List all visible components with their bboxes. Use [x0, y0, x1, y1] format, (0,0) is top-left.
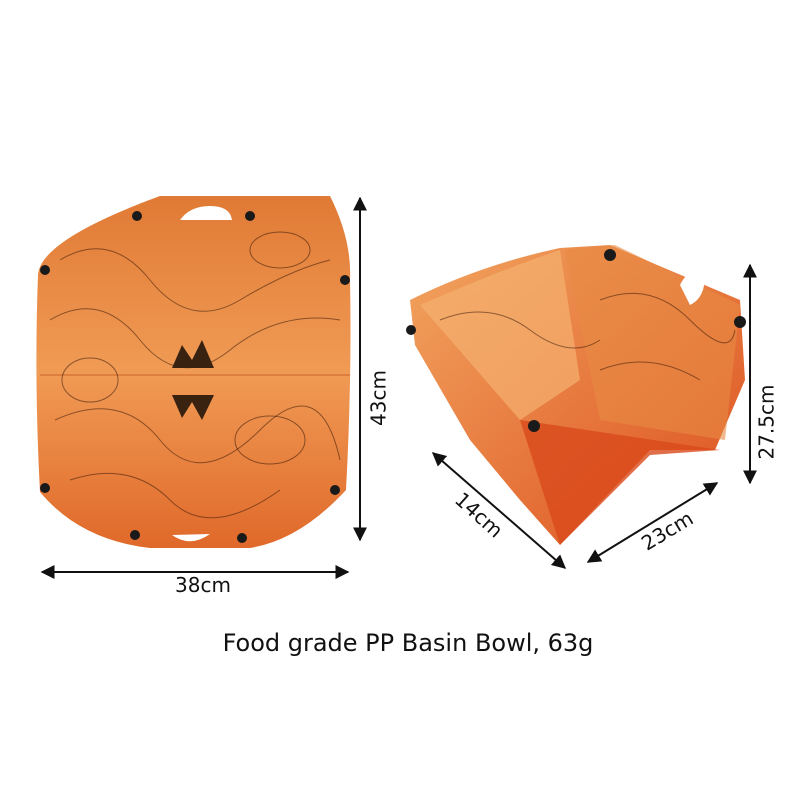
dimension-label: 43cm	[367, 370, 391, 426]
dimension-label: 38cm	[175, 573, 231, 597]
caption: Food grade PP Basin Bowl, 63g	[223, 629, 594, 657]
bowl	[406, 245, 746, 545]
dimension-label: 14cm	[450, 487, 508, 542]
dimension-line	[431, 452, 567, 569]
dimension-line	[586, 482, 719, 563]
flat-sheet	[36, 196, 351, 548]
dimension-label: 27.5cm	[755, 384, 779, 459]
